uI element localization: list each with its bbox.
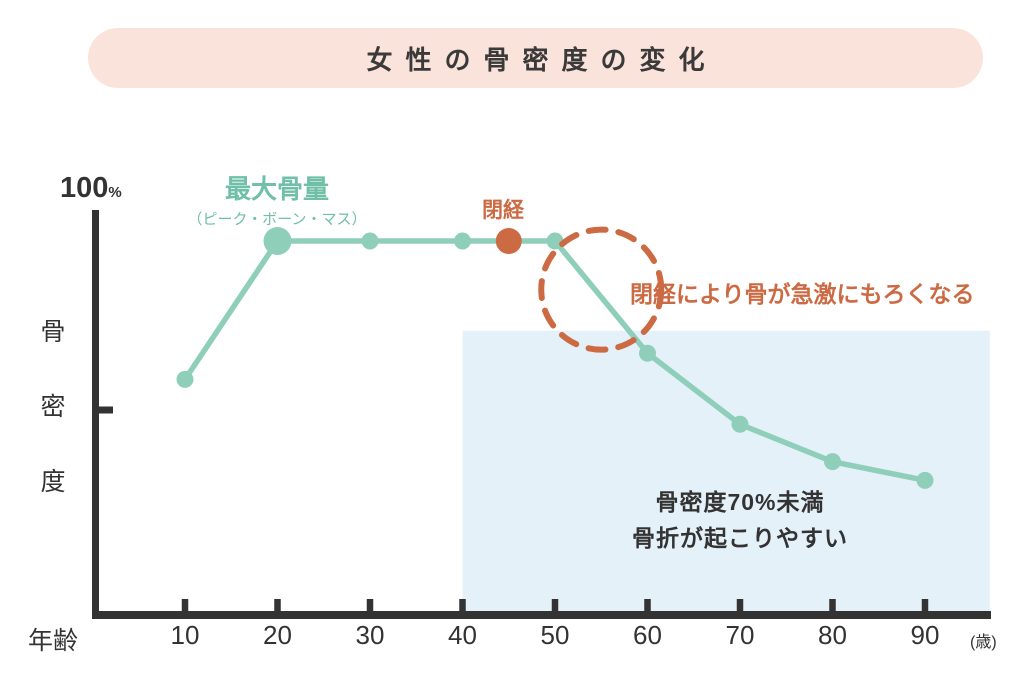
data-point — [824, 453, 841, 471]
peak-bone-mass-label: 最大骨量 （ピーク・ボーン・マス） — [188, 169, 367, 229]
peak-bone-mass-title: 最大骨量 — [224, 174, 330, 204]
data-point — [361, 232, 379, 250]
data-point — [176, 370, 194, 388]
x-tick-label: 20 — [263, 620, 292, 650]
x-axis-ticks — [181, 599, 929, 611]
bone-density-curve — [182, 238, 928, 484]
data-point — [639, 344, 656, 362]
x-axis-unit: (歳) — [970, 634, 997, 651]
x-axis-title: 年齢 — [28, 627, 79, 655]
x-tick-label: 70 — [725, 620, 755, 650]
data-point — [546, 232, 564, 250]
menopause-highlight-circle — [538, 226, 665, 353]
dashed-highlight-circle — [538, 226, 665, 353]
x-tick-label: 90 — [910, 620, 940, 650]
steep-decline-note: 閉経により骨が急激にもろくなる — [630, 281, 975, 307]
title-banner: 女性の骨密度の変化 — [88, 28, 983, 88]
menopause-label: 閉経 — [482, 199, 524, 222]
axes — [92, 210, 991, 619]
x-tick-label: 40 — [448, 620, 477, 650]
data-point — [731, 415, 749, 433]
x-tick-label: 30 — [355, 620, 385, 650]
fracture-risk-label: 骨密度70%未満 骨折が起こりやすい — [632, 484, 848, 556]
fracture-risk-line1: 骨密度70%未満 — [655, 489, 825, 515]
data-point — [454, 232, 471, 250]
data-points — [176, 227, 934, 489]
data-point — [916, 471, 934, 489]
x-tick-label: 80 — [818, 620, 847, 650]
page-title: 女性の骨密度の変化 — [366, 44, 718, 75]
data-point — [263, 227, 292, 255]
percent-unit: % — [108, 184, 122, 201]
y-axis-100-label: 100% — [60, 172, 122, 205]
fracture-risk-region — [462, 330, 990, 611]
peak-bone-mass-subtitle: （ピーク・ボーン・マス） — [187, 211, 367, 228]
x-tick-label: 50 — [540, 620, 570, 650]
menopause-point — [495, 228, 522, 254]
fracture-risk-rect — [462, 330, 990, 611]
y-axis-100-value: 100 — [60, 172, 109, 204]
x-tick-label: 10 — [170, 620, 200, 650]
curve-line — [182, 238, 928, 484]
x-tick-label: 60 — [633, 620, 662, 650]
y-axis-title: 骨密度 — [37, 318, 65, 543]
fracture-risk-line2: 骨折が起こりやすい — [632, 525, 848, 551]
